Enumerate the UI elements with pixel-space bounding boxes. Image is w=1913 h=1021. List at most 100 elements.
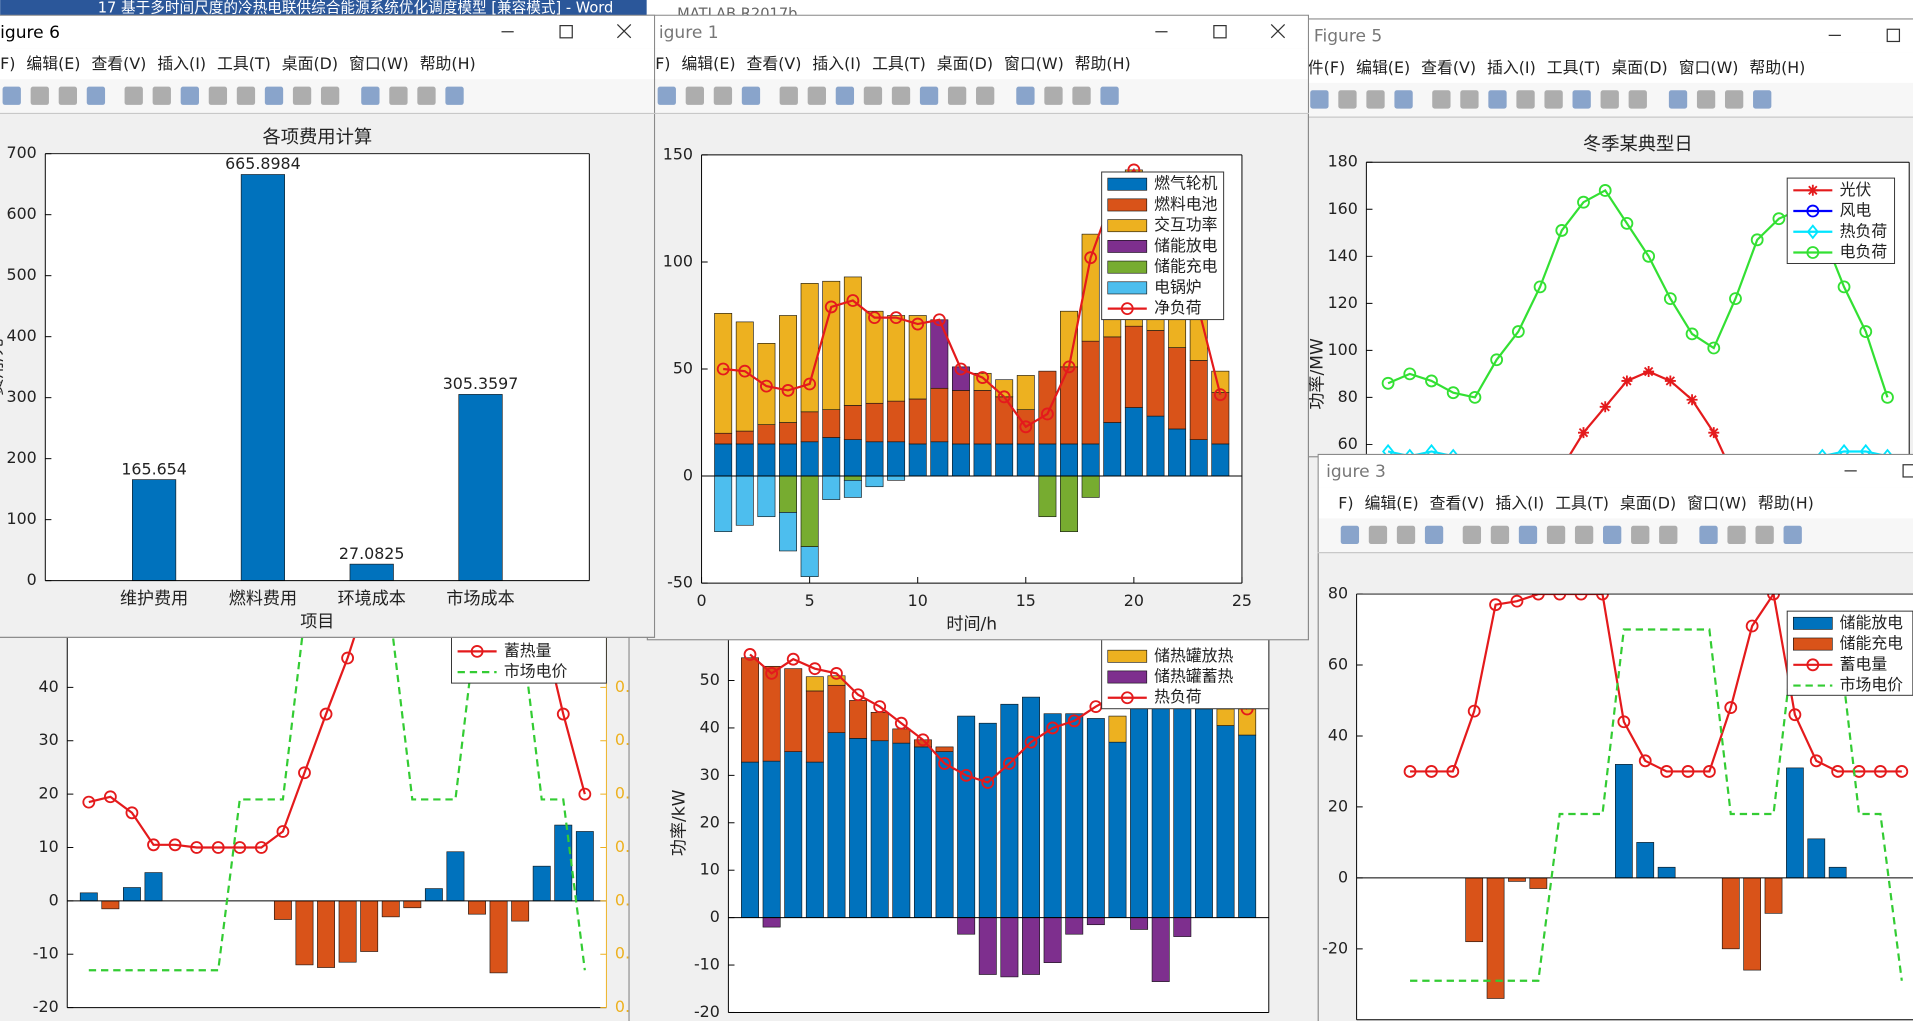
toolbar-icon[interactable] (919, 86, 939, 105)
menu-item[interactable]: 帮助(H) (1075, 54, 1131, 73)
menu-item[interactable]: 帮助(H) (420, 54, 476, 73)
toolbar-icon[interactable] (1340, 525, 1360, 545)
toolbar-icon[interactable] (264, 86, 284, 105)
toolbar-icon[interactable] (1490, 525, 1510, 545)
toolbar-icon[interactable] (1338, 90, 1357, 109)
toolbar-icon[interactable] (1424, 525, 1444, 545)
toolbar-icon[interactable] (1699, 525, 1718, 545)
menu-item[interactable]: 窗口(W) (1004, 54, 1064, 73)
toolbar-icon[interactable] (1696, 90, 1716, 109)
menu-item[interactable]: 插入(I) (157, 54, 206, 73)
toolbar-icon[interactable] (1016, 86, 1035, 105)
menu-item[interactable]: 插入(I) (812, 54, 861, 73)
menu-item[interactable]: 查看(V) (1421, 58, 1476, 77)
toolbar-icon[interactable] (1603, 525, 1622, 545)
toolbar-icon[interactable] (1100, 86, 1119, 105)
toolbar-icon[interactable] (1460, 90, 1479, 109)
toolbar-icon[interactable] (389, 86, 408, 105)
toolbar-icon[interactable] (863, 86, 883, 105)
menu-item[interactable]: 查看(V) (747, 54, 802, 73)
toolbar-icon[interactable] (417, 86, 436, 105)
toolbar-icon[interactable] (1628, 90, 1647, 109)
toolbar-icon[interactable] (1394, 90, 1413, 109)
menu-item[interactable]: 查看(V) (91, 54, 146, 73)
toolbar-icon[interactable] (947, 86, 967, 105)
toolbar-icon[interactable] (891, 86, 911, 105)
toolbar-icon[interactable] (208, 86, 228, 105)
toolbar-icon[interactable] (1574, 525, 1594, 545)
toolbar-icon[interactable] (2, 86, 21, 105)
toolbar-icon[interactable] (152, 86, 171, 105)
toolbar-icon[interactable] (807, 86, 826, 105)
toolbar-icon[interactable] (180, 86, 199, 105)
menu-item[interactable]: F) (1338, 493, 1353, 512)
menu-item[interactable]: 工具(T) (1547, 58, 1601, 77)
toolbar-icon[interactable] (1727, 525, 1746, 545)
menu-item[interactable]: 编辑(E) (26, 54, 80, 73)
menu-item[interactable]: 窗口(W) (1679, 58, 1739, 77)
toolbar-icon[interactable] (1368, 525, 1388, 545)
toolbar-icon[interactable] (1396, 525, 1416, 545)
toolbar-icon[interactable] (1724, 90, 1744, 109)
toolbar-icon[interactable] (1462, 525, 1482, 545)
menu-item[interactable]: 桌面(D) (282, 54, 338, 73)
toolbar-icon[interactable] (1310, 90, 1329, 109)
maximize-button[interactable] (559, 25, 573, 39)
toolbar-icon[interactable] (741, 86, 761, 105)
toolbar-icon[interactable] (1753, 90, 1772, 109)
menu-item[interactable]: 工具(T) (1555, 493, 1609, 512)
toolbar-icon[interactable] (779, 86, 798, 105)
menu-item[interactable]: 窗口(W) (349, 54, 409, 73)
close-button[interactable] (1270, 23, 1286, 39)
toolbar-icon[interactable] (713, 86, 733, 105)
menu-item[interactable]: 帮助(H) (1758, 493, 1814, 512)
menu-item[interactable]: 查看(V) (1430, 493, 1485, 512)
toolbar-icon[interactable] (1518, 525, 1538, 545)
toolbar-icon[interactable] (124, 86, 143, 105)
menu-item[interactable]: 编辑(E) (1356, 58, 1410, 77)
toolbar-icon[interactable] (1516, 90, 1535, 109)
toolbar-icon[interactable] (835, 86, 855, 105)
menu-item[interactable]: 插入(I) (1495, 493, 1544, 512)
toolbar-icon[interactable] (1546, 525, 1566, 545)
menu-item[interactable]: 编辑(E) (1365, 493, 1419, 512)
toolbar-icon[interactable] (1432, 90, 1451, 109)
toolbar-icon[interactable] (58, 86, 78, 105)
maximize-button[interactable] (1213, 25, 1227, 39)
menu-item[interactable]: 桌面(D) (1620, 493, 1676, 512)
toolbar-icon[interactable] (1631, 525, 1650, 545)
menu-item[interactable]: 帮助(H) (1749, 58, 1805, 77)
toolbar-icon[interactable] (1072, 86, 1091, 105)
toolbar-icon[interactable] (30, 86, 49, 105)
toolbar-icon[interactable] (1755, 525, 1774, 545)
toolbar-icon[interactable] (657, 86, 676, 105)
maximize-button[interactable] (1902, 464, 1913, 478)
menu-item[interactable]: 工具(T) (217, 54, 271, 73)
menu-item[interactable]: 窗口(W) (1687, 493, 1747, 512)
toolbar-icon[interactable] (361, 86, 380, 105)
toolbar-icon[interactable] (445, 86, 464, 105)
menu-item[interactable]: 桌面(D) (937, 54, 993, 73)
menu-item[interactable]: 桌面(D) (1611, 58, 1667, 77)
toolbar-icon[interactable] (1659, 525, 1678, 545)
menu-item[interactable]: F) (655, 54, 670, 73)
menu-item[interactable]: 工具(T) (872, 54, 926, 73)
menu-item[interactable]: 件(F) (1308, 58, 1345, 77)
toolbar-icon[interactable] (1572, 90, 1591, 109)
toolbar-icon[interactable] (1544, 90, 1563, 109)
toolbar-icon[interactable] (685, 86, 704, 105)
menu-item[interactable]: 插入(I) (1487, 58, 1536, 77)
toolbar-icon[interactable] (320, 86, 340, 105)
maximize-button[interactable] (1886, 28, 1901, 43)
menu-item[interactable]: 编辑(E) (681, 54, 735, 73)
toolbar-icon[interactable] (1366, 90, 1385, 109)
menu-item[interactable]: F) (0, 54, 15, 73)
toolbar-icon[interactable] (292, 86, 312, 105)
close-button[interactable] (616, 23, 632, 39)
toolbar-icon[interactable] (1783, 525, 1802, 545)
toolbar-icon[interactable] (1668, 90, 1688, 109)
toolbar-icon[interactable] (976, 86, 995, 105)
toolbar-icon[interactable] (236, 86, 256, 105)
toolbar-icon[interactable] (1044, 86, 1063, 105)
toolbar-icon[interactable] (1600, 90, 1619, 109)
